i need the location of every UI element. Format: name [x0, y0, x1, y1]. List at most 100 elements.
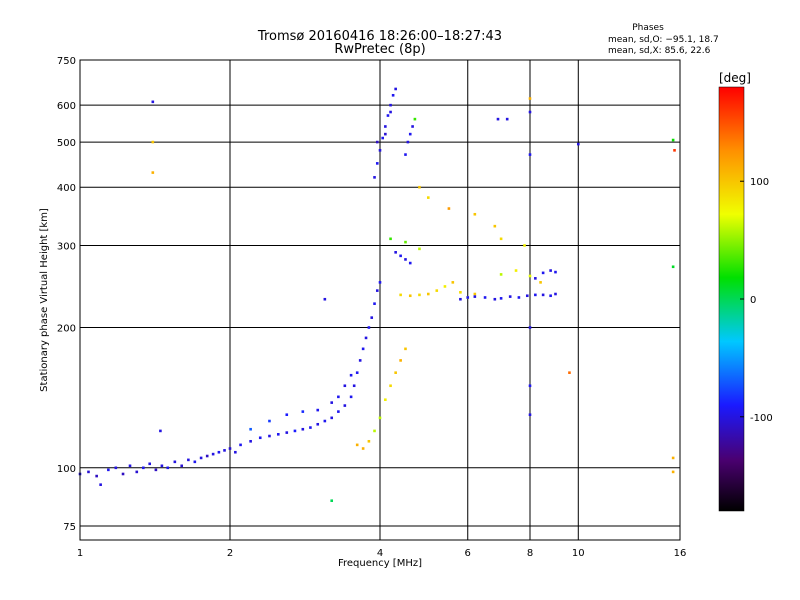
data-point: [378, 149, 382, 152]
data-point: [399, 359, 402, 362]
y-tick-label: 600: [57, 101, 76, 112]
data-point: [199, 456, 203, 460]
data-point: [87, 470, 90, 474]
data-point: [406, 140, 410, 144]
data-point: [523, 244, 526, 247]
data-point: [249, 439, 252, 443]
x-axis-label: Frequency [MHz]: [338, 558, 422, 569]
data-point: [568, 371, 571, 374]
data-point: [404, 258, 407, 261]
data-point: [493, 297, 497, 301]
grid-lines: [80, 60, 680, 540]
data-point: [394, 371, 397, 374]
y-tick-label: 300: [57, 241, 76, 252]
data-point: [378, 281, 382, 284]
data-point: [361, 447, 365, 450]
data-point: [413, 117, 417, 121]
data-point: [384, 398, 387, 402]
data-point: [473, 295, 477, 298]
data-points: [78, 87, 676, 503]
data-point: [528, 413, 532, 417]
data-point: [99, 483, 102, 486]
y-tick-label: 500: [57, 138, 76, 149]
data-point: [466, 296, 470, 299]
x-tick-label: 1: [77, 548, 83, 559]
data-point: [411, 125, 414, 128]
x-tick-label: 10: [572, 548, 585, 559]
data-point: [211, 452, 215, 456]
data-point: [276, 433, 280, 436]
data-point: [121, 472, 125, 476]
data-point: [541, 271, 545, 275]
y-tick-label: 400: [57, 183, 76, 194]
data-point: [404, 240, 407, 244]
data-point: [323, 297, 327, 301]
colorbar-tick-label: 100: [750, 177, 769, 188]
data-point: [534, 277, 537, 280]
data-point: [378, 416, 382, 420]
data-point: [349, 373, 353, 377]
data-point: [496, 117, 500, 121]
data-point: [528, 326, 532, 329]
data-point: [408, 132, 412, 136]
data-point: [389, 384, 392, 388]
data-point: [534, 293, 537, 297]
data-point: [528, 274, 532, 278]
data-point: [394, 87, 397, 91]
data-point: [337, 395, 340, 399]
data-point: [389, 103, 392, 107]
data-point: [384, 132, 387, 136]
data-point: [375, 162, 379, 165]
data-point: [349, 395, 353, 399]
data-point: [671, 265, 675, 269]
data-point: [391, 93, 395, 97]
data-point: [217, 450, 221, 454]
data-point: [343, 384, 347, 388]
data-point: [473, 212, 477, 216]
data-point: [373, 176, 376, 179]
data-point: [389, 237, 392, 241]
data-point: [160, 464, 164, 468]
x-tick-label: 4: [377, 548, 383, 559]
data-point: [95, 474, 98, 478]
data-point: [358, 359, 362, 362]
data-point: [330, 401, 334, 404]
data-point: [159, 429, 162, 433]
data-point: [426, 196, 430, 199]
data-point: [408, 294, 412, 298]
data-point: [293, 429, 297, 433]
data-point: [249, 427, 252, 431]
data-point: [355, 443, 359, 447]
data-point: [337, 410, 340, 413]
data-point: [343, 404, 347, 407]
data-point: [394, 251, 397, 254]
data-point: [408, 261, 412, 265]
colorbar-ticks: 100 0 -100: [740, 177, 773, 424]
data-point: [370, 316, 374, 319]
phase-stats-header: Phases: [632, 23, 664, 33]
data-point: [404, 347, 407, 351]
chart-subtitle: RwPretec (8p): [334, 42, 425, 57]
data-point: [381, 136, 384, 140]
data-point: [451, 281, 455, 284]
colorbar: [718, 86, 745, 512]
data-point: [514, 269, 518, 272]
axis-ticks: 1 2 4 6 8 10 16 75 100 200 300 400 500 600 750: [57, 56, 686, 559]
data-point: [193, 460, 197, 464]
data-point: [285, 431, 289, 434]
data-point: [166, 466, 170, 470]
x-tick-label: 8: [527, 548, 533, 559]
x-tick-label: 2: [227, 548, 233, 559]
phase-stats-x: mean, sd,X: 85.6, 22.6: [608, 46, 711, 56]
data-point: [525, 294, 529, 298]
data-point: [399, 293, 402, 297]
data-point: [528, 384, 532, 388]
data-point: [505, 117, 509, 121]
data-point: [316, 422, 320, 426]
data-point: [375, 289, 379, 292]
data-point: [554, 270, 557, 274]
data-point: [352, 384, 356, 388]
data-point: [268, 419, 271, 423]
data-point: [375, 140, 379, 144]
data-point: [330, 499, 334, 503]
